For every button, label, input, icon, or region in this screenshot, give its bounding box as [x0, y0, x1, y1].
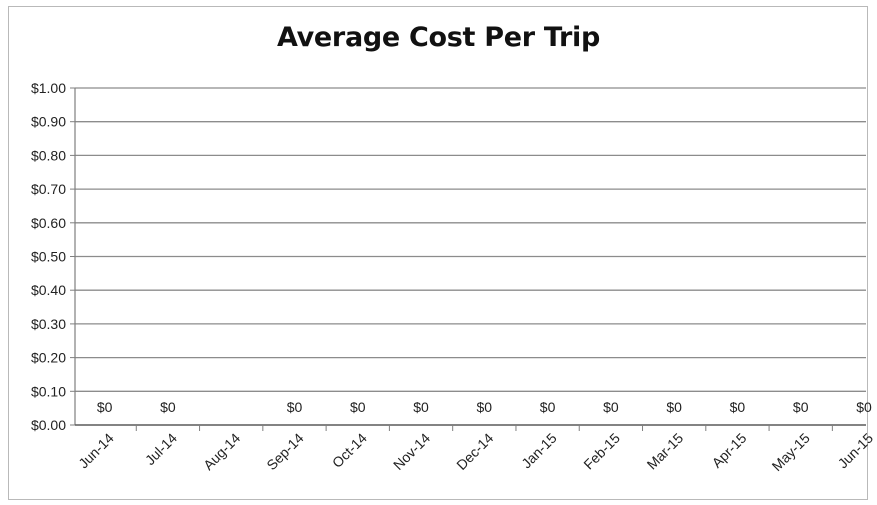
x-tick-label: Jun-14 [75, 430, 117, 472]
y-tick-label: $0.60 [31, 215, 66, 231]
data-label: $0 [413, 399, 429, 415]
y-tick-label: $0.70 [31, 181, 66, 197]
x-tick-label: May-15 [769, 430, 813, 474]
x-tick-label: Feb-15 [580, 430, 623, 473]
x-tick-label: Jan-15 [518, 430, 560, 472]
data-label: $0 [160, 399, 176, 415]
data-label: $0 [477, 399, 493, 415]
data-labels: $0 $0 $0 $0 $0 $0 $0 $0 $0 $0 $0 $0 [97, 399, 872, 415]
y-tick-label: $0.00 [31, 417, 66, 433]
x-tick-label: Aug-14 [200, 430, 243, 473]
y-tick-label: $0.90 [31, 114, 66, 130]
x-tick-label: Dec-14 [453, 430, 496, 473]
y-tick-label: $0.80 [31, 147, 66, 163]
y-tick-labels: $0.00 $0.10 $0.20 $0.30 $0.40 $0.50 $0.60 $0.70… [31, 80, 66, 433]
y-tick-label: $0.30 [31, 316, 66, 332]
y-tick-label: $0.50 [31, 249, 66, 265]
x-tick-label: Mar-15 [644, 430, 687, 473]
data-label: $0 [540, 399, 556, 415]
y-tick-label: $0.10 [31, 383, 66, 399]
data-label: $0 [97, 399, 113, 415]
y-tick-label: $0.40 [31, 282, 66, 298]
x-tick-label: Apr-15 [709, 430, 750, 471]
y-tick-label: $1.00 [31, 80, 66, 96]
data-label: $0 [666, 399, 682, 415]
x-tick-label: Nov-14 [390, 430, 433, 473]
x-tick-label: Jun-15 [835, 430, 877, 472]
data-label: $0 [287, 399, 303, 415]
x-tick-label: Jul-14 [142, 430, 180, 468]
data-label: $0 [603, 399, 619, 415]
y-tick-label: $0.20 [31, 350, 66, 366]
gridlines [75, 87, 866, 392]
x-tick-labels: Jun-14 Jul-14 Aug-14 Sep-14 Oct-14 Nov-14 Dec-… [75, 430, 876, 474]
data-label: $0 [856, 399, 872, 415]
x-tick-label: Sep-14 [263, 430, 306, 473]
axes [70, 87, 866, 431]
data-label: $0 [730, 399, 746, 415]
x-tick-label: Oct-14 [329, 430, 370, 471]
chart-title: Average Cost Per Trip [276, 22, 601, 53]
data-label: $0 [793, 399, 809, 415]
data-label: $0 [350, 399, 366, 415]
